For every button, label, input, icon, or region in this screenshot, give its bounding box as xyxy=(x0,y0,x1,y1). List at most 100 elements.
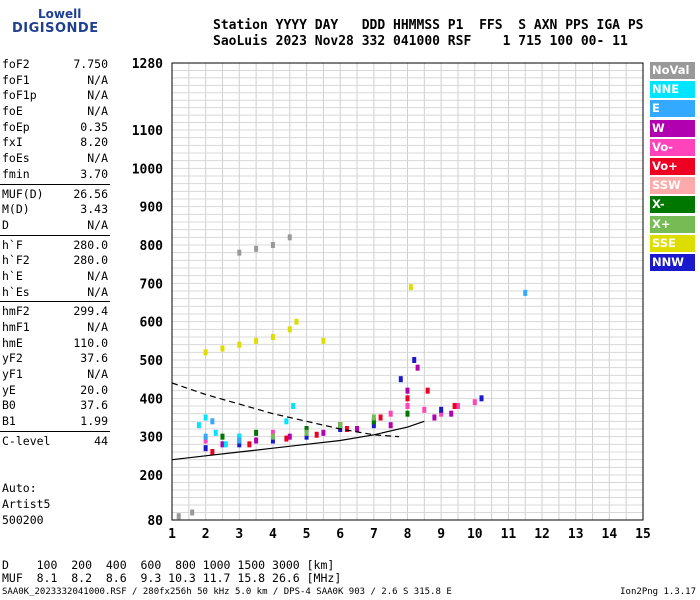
param-name: foF1p xyxy=(2,88,37,103)
chart-grid xyxy=(171,62,644,521)
file-info-footer: SAA0K_2023332041000.RSF / 280fx256h 50 k… xyxy=(2,587,452,597)
param-value: 3.70 xyxy=(80,166,108,181)
lowell-digisonde-logo: Lowell DIGISONDE xyxy=(0,0,98,50)
x-tick-label: 13 xyxy=(568,527,584,542)
param-value: 37.6 xyxy=(80,351,108,366)
scatter-point xyxy=(472,399,477,406)
scatter-point xyxy=(254,429,259,436)
scatter-point xyxy=(203,414,208,421)
scatter-point xyxy=(210,418,215,425)
x-tick-label: 10 xyxy=(467,527,483,542)
param-row: hmF2 299.4 xyxy=(0,304,110,320)
scatter-point xyxy=(237,249,242,256)
param-name: foEp xyxy=(2,119,30,134)
scatter-point xyxy=(247,441,252,448)
scatter-point xyxy=(398,376,403,383)
chart-tick-labels: 1 2 3 4 5 6 7 8 9 10 11 12 13 14 158020030040050060070… xyxy=(132,57,651,542)
scatter-point xyxy=(338,422,343,429)
scatter-point xyxy=(203,445,208,452)
param-row: h`E N/A xyxy=(0,269,110,285)
scatter-point xyxy=(254,337,259,344)
scatter-point xyxy=(223,441,228,448)
scatter-point xyxy=(405,403,410,409)
scatter-point xyxy=(449,410,454,417)
param-row: foEp 0.35 xyxy=(0,120,110,136)
param-name: foF2 xyxy=(2,57,30,71)
scatter-point xyxy=(203,433,208,440)
legend-entry: X- xyxy=(650,196,695,214)
param-value: 7.750 xyxy=(73,57,108,71)
y-tick-label: 800 xyxy=(140,239,164,254)
chart-points xyxy=(176,234,528,520)
scatter-point xyxy=(405,410,410,417)
param-row: h`F 280.0 xyxy=(0,238,110,254)
scatter-point xyxy=(455,403,460,409)
muf-value-row: MUF 8.1 8.2 8.6 9.3 10.3 11.7 15.8 26.6 … xyxy=(2,571,342,585)
scatter-point xyxy=(425,387,430,394)
scatter-point xyxy=(405,395,410,402)
param-row: foF1p N/A xyxy=(0,88,110,104)
auto-software: Artist5 xyxy=(2,497,51,511)
scatter-point xyxy=(237,437,242,444)
legend-entry: NNE xyxy=(650,81,695,99)
version-label: Ion2Png 1.3.17 xyxy=(620,587,696,597)
param-value: N/A xyxy=(87,88,108,103)
param-name: C-level xyxy=(2,433,51,448)
param-separator xyxy=(0,183,110,185)
profile-trace xyxy=(171,382,400,438)
scatter-point xyxy=(270,429,275,436)
param-name: yE xyxy=(2,382,16,397)
scatter-point xyxy=(355,426,360,432)
legend-entry: W xyxy=(650,119,695,137)
y-tick-label: 500 xyxy=(140,354,164,369)
scatter-point xyxy=(254,245,259,252)
scatter-point xyxy=(176,513,181,520)
scatter-point xyxy=(284,418,289,425)
y-tick-label: 300 xyxy=(140,431,164,446)
scatter-point xyxy=(287,433,292,440)
param-row: hmF1 N/A xyxy=(0,320,110,336)
x-tick-label: 3 xyxy=(235,527,243,542)
param-value: 20.0 xyxy=(80,382,108,397)
scatter-point xyxy=(314,431,319,438)
param-name: fmin xyxy=(2,166,30,181)
scatter-point xyxy=(412,357,417,363)
scatter-point xyxy=(210,449,215,455)
legend-entry: NNW xyxy=(650,253,695,271)
param-value: 299.4 xyxy=(73,304,108,319)
scatter-point xyxy=(237,441,242,448)
param-name: foF1 xyxy=(2,72,30,87)
y-tick-label: 400 xyxy=(140,392,164,407)
scatter-point xyxy=(220,441,225,448)
x-tick-label: 4 xyxy=(269,527,277,542)
param-value: 37.6 xyxy=(80,398,108,413)
scatter-point xyxy=(439,406,444,413)
scatter-point xyxy=(203,349,208,356)
param-value: N/A xyxy=(87,284,108,299)
scatter-point xyxy=(439,410,444,417)
scatter-point xyxy=(237,341,242,348)
legend-entry: Vo+ xyxy=(650,157,695,175)
scatter-point xyxy=(196,422,201,429)
param-name: h`F2 xyxy=(2,253,30,268)
scatter-point xyxy=(294,318,299,325)
x-tick-label: 5 xyxy=(303,527,311,542)
muf-distance-row: D 100 200 400 600 800 1000 1500 3000 [km… xyxy=(2,558,335,572)
chart-traces xyxy=(171,382,425,461)
scatter-point xyxy=(190,509,195,516)
param-name: M(D) xyxy=(2,202,30,217)
param-value: N/A xyxy=(87,268,108,283)
param-value: N/A xyxy=(87,217,108,232)
x-tick-label: 15 xyxy=(635,527,651,542)
scatter-point xyxy=(321,337,326,344)
x-tick-label: 9 xyxy=(437,527,445,542)
scatter-point xyxy=(287,234,292,241)
scatter-point xyxy=(220,345,225,352)
auto-label: Auto: xyxy=(2,481,37,495)
scatter-point xyxy=(371,418,376,425)
param-row: foF1 N/A xyxy=(0,73,110,89)
scatter-point xyxy=(270,334,275,340)
param-name: MUF(D) xyxy=(2,186,44,201)
scatter-point xyxy=(321,429,326,436)
